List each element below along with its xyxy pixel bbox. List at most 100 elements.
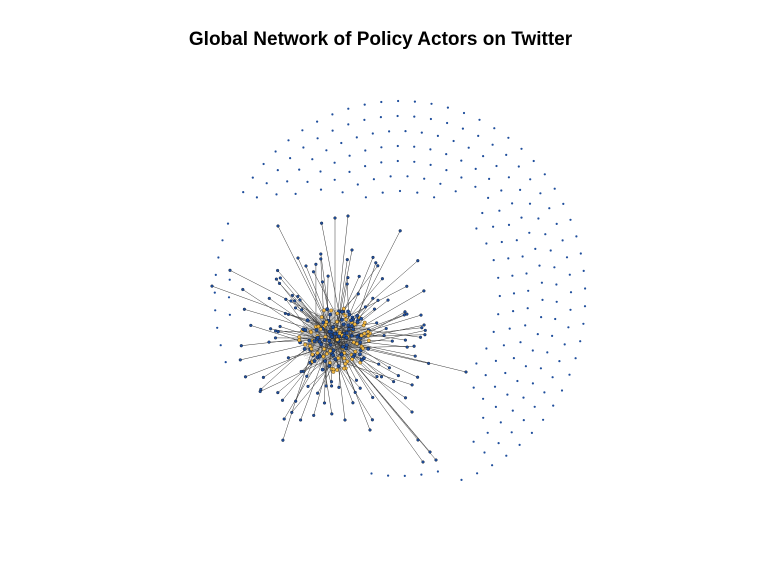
isolate-node	[492, 259, 495, 262]
spoke-edge	[334, 351, 406, 399]
leaf-node	[353, 390, 357, 394]
leaf-node	[356, 292, 360, 296]
core-node	[319, 342, 324, 347]
spoke-edge	[334, 338, 357, 381]
isolate-node	[396, 114, 399, 118]
isolate-node	[379, 116, 382, 119]
core-node	[342, 366, 346, 371]
leaf-node	[422, 323, 426, 327]
leaf-node	[324, 384, 328, 388]
leaf-node	[420, 326, 424, 330]
isolate-node	[348, 154, 351, 157]
spoke-edge	[332, 338, 416, 357]
isolate-node	[560, 389, 564, 392]
core-node	[345, 359, 350, 364]
core-node	[303, 342, 308, 347]
isolate-node	[568, 373, 571, 376]
isolate-node	[347, 107, 350, 110]
isolate-node	[520, 147, 523, 150]
isolate-node	[397, 99, 400, 103]
leaf-node	[405, 345, 409, 349]
isolate-node	[430, 102, 433, 105]
leaf-node	[337, 385, 341, 389]
isolate-node	[454, 190, 457, 193]
spoke-edge	[319, 345, 379, 365]
core-node	[335, 337, 340, 342]
isolate-node	[487, 196, 490, 199]
spoke-edge	[240, 335, 345, 361]
isolate-nodes	[213, 99, 587, 481]
leaf-node	[286, 312, 291, 316]
core-node	[335, 368, 339, 372]
isolate-node	[543, 173, 546, 176]
core-node	[334, 327, 338, 331]
isolate-node	[521, 255, 524, 258]
leaf-node	[372, 307, 377, 311]
isolate-node	[555, 283, 558, 286]
isolate-node	[522, 419, 525, 422]
spoke-edge	[334, 290, 425, 343]
leaf-node	[413, 354, 417, 358]
isolate-node	[512, 357, 516, 360]
isolate-node	[569, 218, 572, 221]
isolate-node	[221, 239, 224, 242]
core-node	[340, 345, 345, 349]
core-node	[359, 358, 364, 362]
core-node	[344, 335, 349, 340]
core-node	[309, 330, 313, 335]
isolate-node	[255, 196, 258, 199]
leaf-node	[249, 323, 253, 327]
isolate-node	[493, 385, 497, 388]
leaf-node	[305, 374, 309, 378]
isolate-node	[512, 292, 516, 295]
isolate-node	[491, 143, 494, 146]
core-node	[344, 317, 349, 322]
core-node	[336, 364, 341, 368]
leaf-node	[312, 413, 316, 417]
leaf-node	[346, 276, 350, 280]
leaf-node	[386, 298, 390, 302]
core-node	[336, 356, 341, 360]
isolate-node	[262, 162, 265, 166]
isolate-node	[569, 291, 573, 294]
isolate-node	[380, 146, 383, 149]
isolate-node	[316, 120, 319, 123]
isolate-node	[356, 183, 359, 186]
isolate-node	[537, 217, 540, 220]
leaf-nodes	[210, 214, 468, 464]
isolate-node	[563, 343, 566, 346]
leaf-node	[377, 362, 381, 366]
leaf-node	[228, 268, 232, 272]
spoke-edge	[280, 277, 323, 328]
isolate-node	[364, 165, 367, 168]
core-node	[321, 354, 326, 359]
leaf-node	[278, 276, 282, 280]
isolate-node	[583, 305, 587, 308]
leaf-node	[416, 438, 420, 442]
leaf-node	[276, 391, 280, 395]
leaf-node	[267, 296, 271, 300]
core-node	[297, 338, 302, 343]
leaf-node	[345, 258, 349, 262]
leaf-node	[379, 375, 384, 379]
leaf-node	[289, 299, 293, 303]
spoke-edge	[282, 335, 335, 401]
leaf-node	[243, 375, 248, 379]
core-node	[315, 351, 320, 355]
core-node	[351, 327, 356, 332]
leaf-node	[274, 277, 278, 281]
isolate-node	[517, 165, 520, 168]
core-node	[318, 327, 323, 331]
spoke-edge	[301, 333, 341, 372]
leaf-node	[242, 307, 246, 311]
isolate-node	[507, 257, 510, 260]
isolate-node	[504, 371, 507, 375]
isolate-node	[529, 178, 532, 181]
isolate-node	[348, 170, 351, 173]
isolate-node	[387, 474, 390, 477]
spoke-edge	[334, 339, 424, 463]
core-node	[343, 362, 348, 366]
isolate-node	[542, 418, 545, 421]
isolate-node	[482, 397, 485, 400]
